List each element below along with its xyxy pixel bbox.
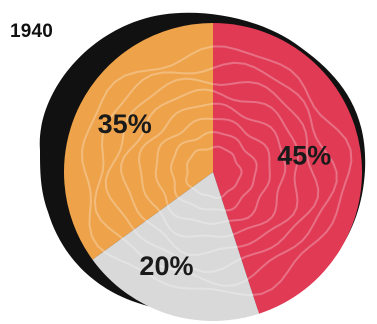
slice-labels: 45% 20% 35% — [98, 109, 332, 281]
chart-title: 1940 — [10, 21, 54, 42]
pie-slices — [63, 23, 362, 321]
slice-label: 45% — [277, 141, 331, 171]
pie-slice — [63, 23, 214, 260]
tree-ring — [120, 88, 300, 257]
tree-ring-texture — [80, 45, 353, 297]
tree-ring — [104, 77, 320, 273]
tree-ring — [137, 102, 287, 238]
tree-ring — [93, 61, 338, 287]
slice-label: 35% — [98, 109, 152, 139]
slice-label: 20% — [139, 251, 193, 281]
tree-ring — [169, 130, 258, 212]
pie-slice — [92, 172, 260, 321]
tree-ring — [80, 45, 353, 297]
pie-slice — [213, 23, 362, 314]
tree-ring — [154, 117, 271, 225]
tree-ring — [185, 145, 243, 200]
